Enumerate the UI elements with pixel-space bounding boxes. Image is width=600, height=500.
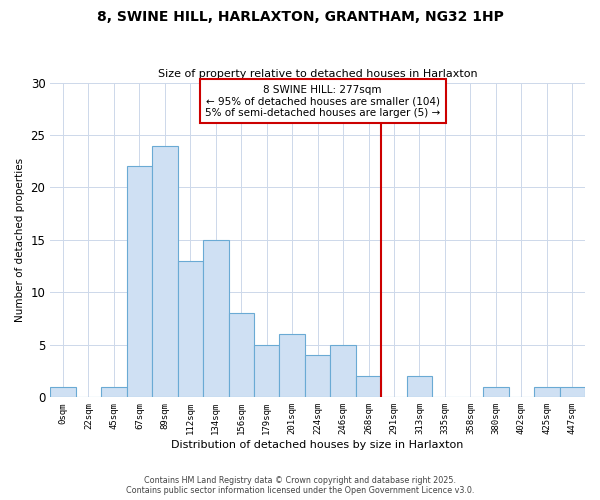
Bar xyxy=(483,387,509,398)
Bar xyxy=(178,261,203,398)
Text: Contains HM Land Registry data © Crown copyright and database right 2025.
Contai: Contains HM Land Registry data © Crown c… xyxy=(126,476,474,495)
Bar xyxy=(560,387,585,398)
Y-axis label: Number of detached properties: Number of detached properties xyxy=(15,158,25,322)
Title: Size of property relative to detached houses in Harlaxton: Size of property relative to detached ho… xyxy=(158,69,478,79)
Bar xyxy=(356,376,382,398)
Bar xyxy=(407,376,432,398)
Bar xyxy=(203,240,229,398)
Text: 8 SWINE HILL: 277sqm
← 95% of detached houses are smaller (104)
5% of semi-detac: 8 SWINE HILL: 277sqm ← 95% of detached h… xyxy=(205,84,440,118)
Text: 8, SWINE HILL, HARLAXTON, GRANTHAM, NG32 1HP: 8, SWINE HILL, HARLAXTON, GRANTHAM, NG32… xyxy=(97,10,503,24)
Bar xyxy=(101,387,127,398)
Bar xyxy=(127,166,152,398)
Bar xyxy=(305,356,331,398)
X-axis label: Distribution of detached houses by size in Harlaxton: Distribution of detached houses by size … xyxy=(172,440,464,450)
Bar xyxy=(534,387,560,398)
Bar xyxy=(50,387,76,398)
Bar xyxy=(229,314,254,398)
Bar xyxy=(254,345,280,398)
Bar xyxy=(152,146,178,398)
Bar xyxy=(280,334,305,398)
Bar xyxy=(331,345,356,398)
